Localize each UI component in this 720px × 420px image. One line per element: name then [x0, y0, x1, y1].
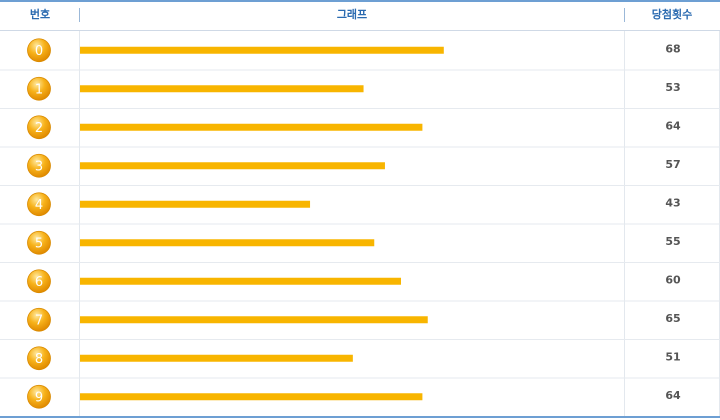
win-count: 55 — [665, 235, 680, 248]
number-ball — [27, 230, 51, 255]
win-count: 53 — [665, 81, 680, 94]
win-count: 57 — [665, 158, 680, 171]
win-count: 64 — [665, 389, 681, 402]
ball-number: 1 — [35, 82, 43, 97]
bottom-border — [0, 416, 720, 418]
number-ball — [27, 346, 51, 371]
number-ball — [27, 384, 51, 409]
win-count: 64 — [665, 119, 681, 132]
ball-number: 8 — [35, 352, 43, 367]
win-count: 65 — [665, 312, 680, 325]
bar — [80, 316, 428, 324]
bar — [80, 123, 423, 131]
number-ball — [27, 153, 51, 178]
ball-number: 9 — [35, 390, 43, 405]
bar — [80, 354, 353, 362]
bar — [80, 46, 444, 54]
ball-number: 2 — [35, 121, 43, 136]
ball-number: 5 — [35, 236, 43, 251]
ball-number: 0 — [35, 44, 43, 59]
column-header: 당첨횟수 — [652, 7, 692, 21]
top-border — [0, 0, 720, 2]
win-count: 68 — [665, 42, 680, 55]
ball-number: 7 — [35, 313, 43, 328]
win-count: 60 — [665, 273, 681, 286]
number-ball — [27, 269, 51, 294]
ball-number: 6 — [35, 275, 43, 290]
column-header: 그래프 — [337, 7, 367, 21]
bar — [80, 393, 423, 401]
bar — [80, 277, 401, 285]
number-ball — [27, 307, 51, 332]
win-count: 51 — [665, 350, 680, 363]
ball-number: 4 — [35, 198, 43, 213]
bar — [80, 85, 364, 93]
bar — [80, 162, 385, 170]
number-ball — [27, 115, 51, 140]
column-header: 번호 — [30, 7, 50, 21]
number-ball — [27, 192, 51, 217]
number-ball — [27, 38, 51, 63]
ball-number: 3 — [35, 159, 43, 174]
bar — [80, 200, 311, 208]
bar — [80, 239, 375, 247]
number-ball — [27, 76, 51, 101]
win-count: 43 — [665, 196, 680, 209]
